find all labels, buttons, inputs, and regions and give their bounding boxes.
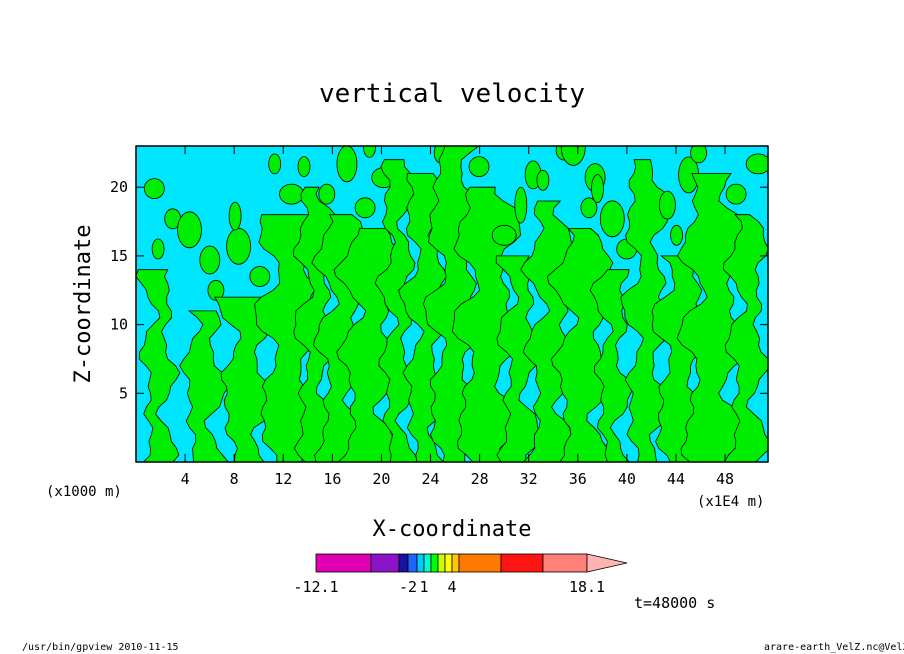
field-blob: [690, 146, 707, 164]
field-blob: [599, 200, 625, 238]
colorbar-segment: [416, 553, 425, 573]
field-blob: [354, 197, 376, 219]
x-tick-label: 48: [716, 470, 734, 488]
field-band: [589, 269, 635, 462]
field-blob: [363, 146, 376, 158]
field-band: [293, 186, 338, 462]
field-blob: [336, 146, 358, 183]
x-axis: 4 8 12 16 20 24 28 32 36 40 44 48: [181, 146, 734, 488]
x-tick-label: 32: [520, 470, 538, 488]
y-axis: 5 10 15 20: [110, 178, 768, 402]
field-blob: [725, 183, 747, 205]
field-band: [676, 173, 750, 462]
colorbar-segment: [500, 553, 544, 573]
colorbar-segment: [398, 553, 409, 573]
field-blob: [670, 224, 683, 246]
field-band: [179, 310, 231, 462]
y-tick-label: 10: [110, 316, 128, 334]
field-blob: [468, 156, 490, 178]
colorbar-label: 18.1: [569, 578, 605, 596]
field-band: [374, 159, 420, 462]
field-blob: [318, 183, 336, 205]
colorbar-segment: [315, 553, 372, 573]
field-blob: [268, 153, 282, 175]
colorbar-segment: [407, 553, 418, 573]
colorbar-segment: [430, 553, 439, 573]
field-blob: [560, 146, 586, 166]
footer-left: /usr/bin/gpview 2010-11-15: [22, 642, 179, 653]
colorbar-segment: [542, 553, 588, 573]
colorbar-segment: [444, 553, 453, 573]
field-band: [136, 269, 181, 462]
field-band: [495, 255, 543, 462]
field-blob: [279, 183, 304, 205]
field-blob: [143, 178, 165, 200]
field-bands: [136, 146, 768, 462]
colorbar-label: -12.1: [293, 578, 338, 596]
field-blob: [228, 201, 242, 231]
field-blob: [199, 245, 221, 275]
x-tick-label: 36: [569, 470, 587, 488]
x-tick-label: 40: [618, 470, 636, 488]
field-blob: [536, 169, 550, 191]
plot-area: [135, 145, 769, 463]
colorbar-label: 4: [447, 578, 456, 596]
field-blob: [745, 153, 768, 175]
time-annotation: t=48000 s: [634, 594, 715, 612]
plot-frame: [135, 145, 769, 463]
field-blob: [249, 266, 271, 287]
colorbar-segment: [451, 553, 460, 573]
x-unit-left: (x1000 m): [46, 484, 122, 500]
field-blob: [580, 197, 598, 219]
field-blob: [659, 190, 676, 220]
x-tick-label: 8: [230, 470, 239, 488]
y-tick-label: 15: [110, 247, 128, 265]
x-tick-label: 12: [274, 470, 292, 488]
chart-title: vertical velocity: [319, 79, 585, 109]
field-blob: [177, 211, 202, 249]
field-blob: [226, 227, 252, 265]
x-tick-label: 4: [181, 470, 190, 488]
x-axis-label: X-coordinate: [373, 517, 532, 542]
x-unit-right: (x1E4 m): [697, 494, 764, 510]
colorbar-segment: [458, 553, 502, 573]
field-blob: [151, 238, 165, 260]
field-blob: [491, 224, 517, 246]
footer-right: arare-earth_VelZ.nc@VelZ: [764, 642, 904, 653]
field-blob: [207, 279, 225, 301]
y-tick-label: 5: [119, 384, 128, 402]
field-blob: [297, 156, 311, 178]
colorbar-label: -2: [399, 578, 417, 596]
colorbar-triangle: [586, 553, 628, 573]
field-band: [723, 214, 768, 462]
x-tick-label: 44: [667, 470, 685, 488]
y-tick-label: 20: [110, 178, 128, 196]
colorbar-segment: [437, 553, 446, 573]
field-band: [451, 186, 523, 462]
x-tick-label: 24: [421, 470, 439, 488]
field-blob: [591, 174, 604, 204]
field-blob: [514, 186, 528, 224]
x-tick-label: 16: [323, 470, 341, 488]
colorbar-segment: [370, 553, 400, 573]
x-tick-label: 28: [471, 470, 489, 488]
colorbar-segment: [423, 553, 432, 573]
y-axis-label: Z-coordinate: [71, 225, 96, 384]
colorbar-label: 1: [419, 578, 428, 596]
colorbar: -12.1 -2 1 4 18.1: [293, 553, 628, 596]
x-tick-label: 20: [372, 470, 390, 488]
